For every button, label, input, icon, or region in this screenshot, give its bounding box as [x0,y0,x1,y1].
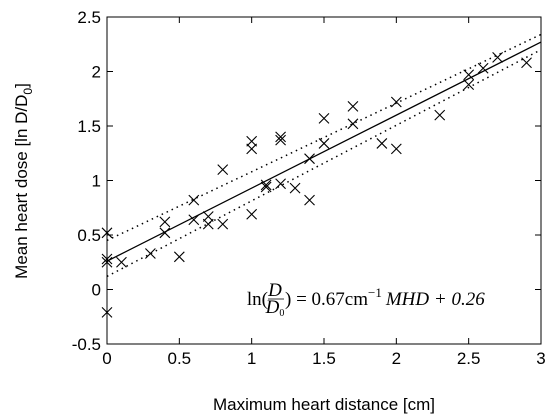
x-tick-label: 1 [247,349,256,368]
data-point [188,214,200,226]
data-point [275,134,286,146]
y-tick-label: 2 [92,63,101,82]
data-point [173,251,185,263]
data-point [145,248,156,259]
data-point [275,178,286,190]
plot-area [106,16,542,345]
data-point [101,256,113,268]
data-point [246,143,258,155]
regression-line [106,41,542,262]
data-point [246,135,258,147]
y-tick-label: 2.5 [77,8,101,27]
data-point [101,307,113,318]
svg-text:D: D [267,280,282,301]
data-point [246,208,258,220]
data-point [463,69,475,81]
x-tick-label: 3 [536,349,545,368]
y-tick-label: 1.5 [77,117,101,136]
data-point [492,51,503,63]
data-point [304,153,315,165]
data-point [376,138,388,149]
data-point [434,109,446,121]
data-point [217,218,229,230]
data-point [289,182,301,194]
regression-equation: ln( D D0 ) = 0.67cm−1 MHD + 0.26 [247,280,485,319]
data-point [477,62,489,74]
data-point [217,164,229,175]
x-axis-ticks: 0 0.5 1 1.5 2 2.5 3 [102,17,546,368]
data-point [347,100,359,112]
data-point [159,227,171,239]
data-points [101,51,532,318]
data-point [101,227,113,239]
y-tick-label: 0.5 [77,226,101,245]
data-point [521,57,532,69]
data-point [318,112,330,124]
x-tick-label: 2 [392,349,401,368]
svg-text:ln(: ln( [247,289,268,310]
y-tick-label: 0 [92,281,101,300]
data-point [260,181,272,193]
data-point [304,194,315,206]
y-axis-ticks: -0.5 0 0.5 1 1.5 2 2.5 [72,8,541,354]
data-point [347,118,359,130]
data-point [101,253,113,265]
data-point [159,216,171,228]
x-axis-title: Maximum heart distance [cm] [213,395,435,414]
x-tick-label: 0.5 [168,349,192,368]
y-axis-title: Mean heart dose [ln D/D0] [12,83,35,279]
data-point [260,179,272,191]
y-tick-label: 1 [92,172,101,191]
data-point [390,143,402,155]
confidence-bound-lower [106,49,542,278]
x-tick-label: 1.5 [312,349,336,368]
x-tick-label: 0 [102,349,111,368]
data-point [318,138,330,149]
data-point [202,211,214,222]
data-point [188,194,200,206]
data-point [390,96,402,108]
data-point [202,218,214,230]
data-point [116,256,127,268]
fit-lines [106,33,542,278]
y-tick-label: -0.5 [72,335,101,354]
x-tick-label: 2.5 [457,349,481,368]
data-point [463,79,475,90]
data-point [275,131,286,143]
svg-text:D0: D0 [265,297,285,319]
